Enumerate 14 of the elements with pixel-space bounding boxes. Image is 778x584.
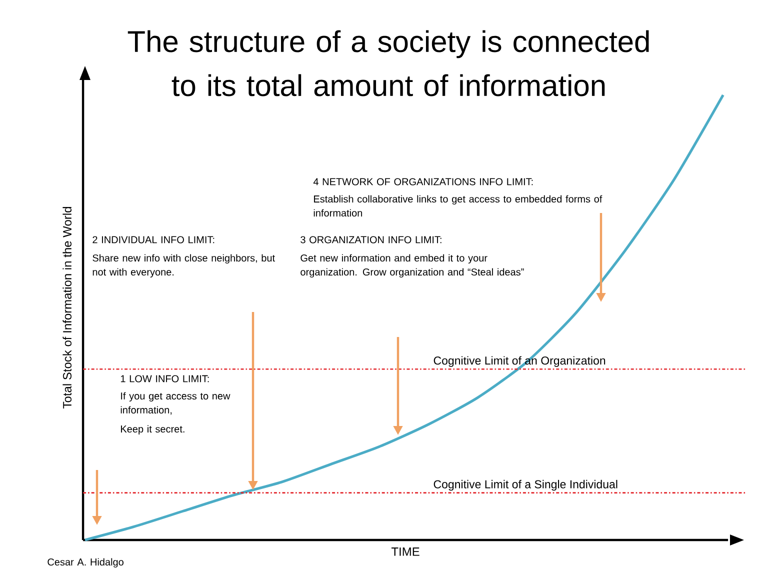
annotation: Get new information and embed it to your organization. Grow organization and “Steal ideas” <box>300 254 524 278</box>
ref-line-label: Cognitive Limit of a Single Individual <box>434 480 618 491</box>
annotation: 3 ORGANIZATION INFO LIMIT: <box>300 236 442 244</box>
chart-title: The structure of a society is connected to its total amount of information <box>128 30 649 96</box>
y-axis-title: Total Stock of Information in the World <box>62 207 72 408</box>
annotation: Share new info with close neighbors, but not with everyone. <box>92 254 275 278</box>
annotation: Keep it secret. <box>121 425 184 435</box>
annotation: 2 INDIVIDUAL INFO LIMIT: <box>92 236 214 244</box>
x-axis-title: TIME <box>391 548 420 556</box>
annotation: If you get access to new information, <box>120 392 230 415</box>
annotation: Establish collaborative links to get access to embedded forms of information <box>314 195 602 217</box>
annotation: 4 NETWORK OF ORGANIZATIONS INFO LIMIT: <box>313 178 533 186</box>
text: Cesar A. Hidalgo <box>48 558 124 568</box>
annotation: 1 LOW INFO LIMIT: <box>120 375 209 382</box>
